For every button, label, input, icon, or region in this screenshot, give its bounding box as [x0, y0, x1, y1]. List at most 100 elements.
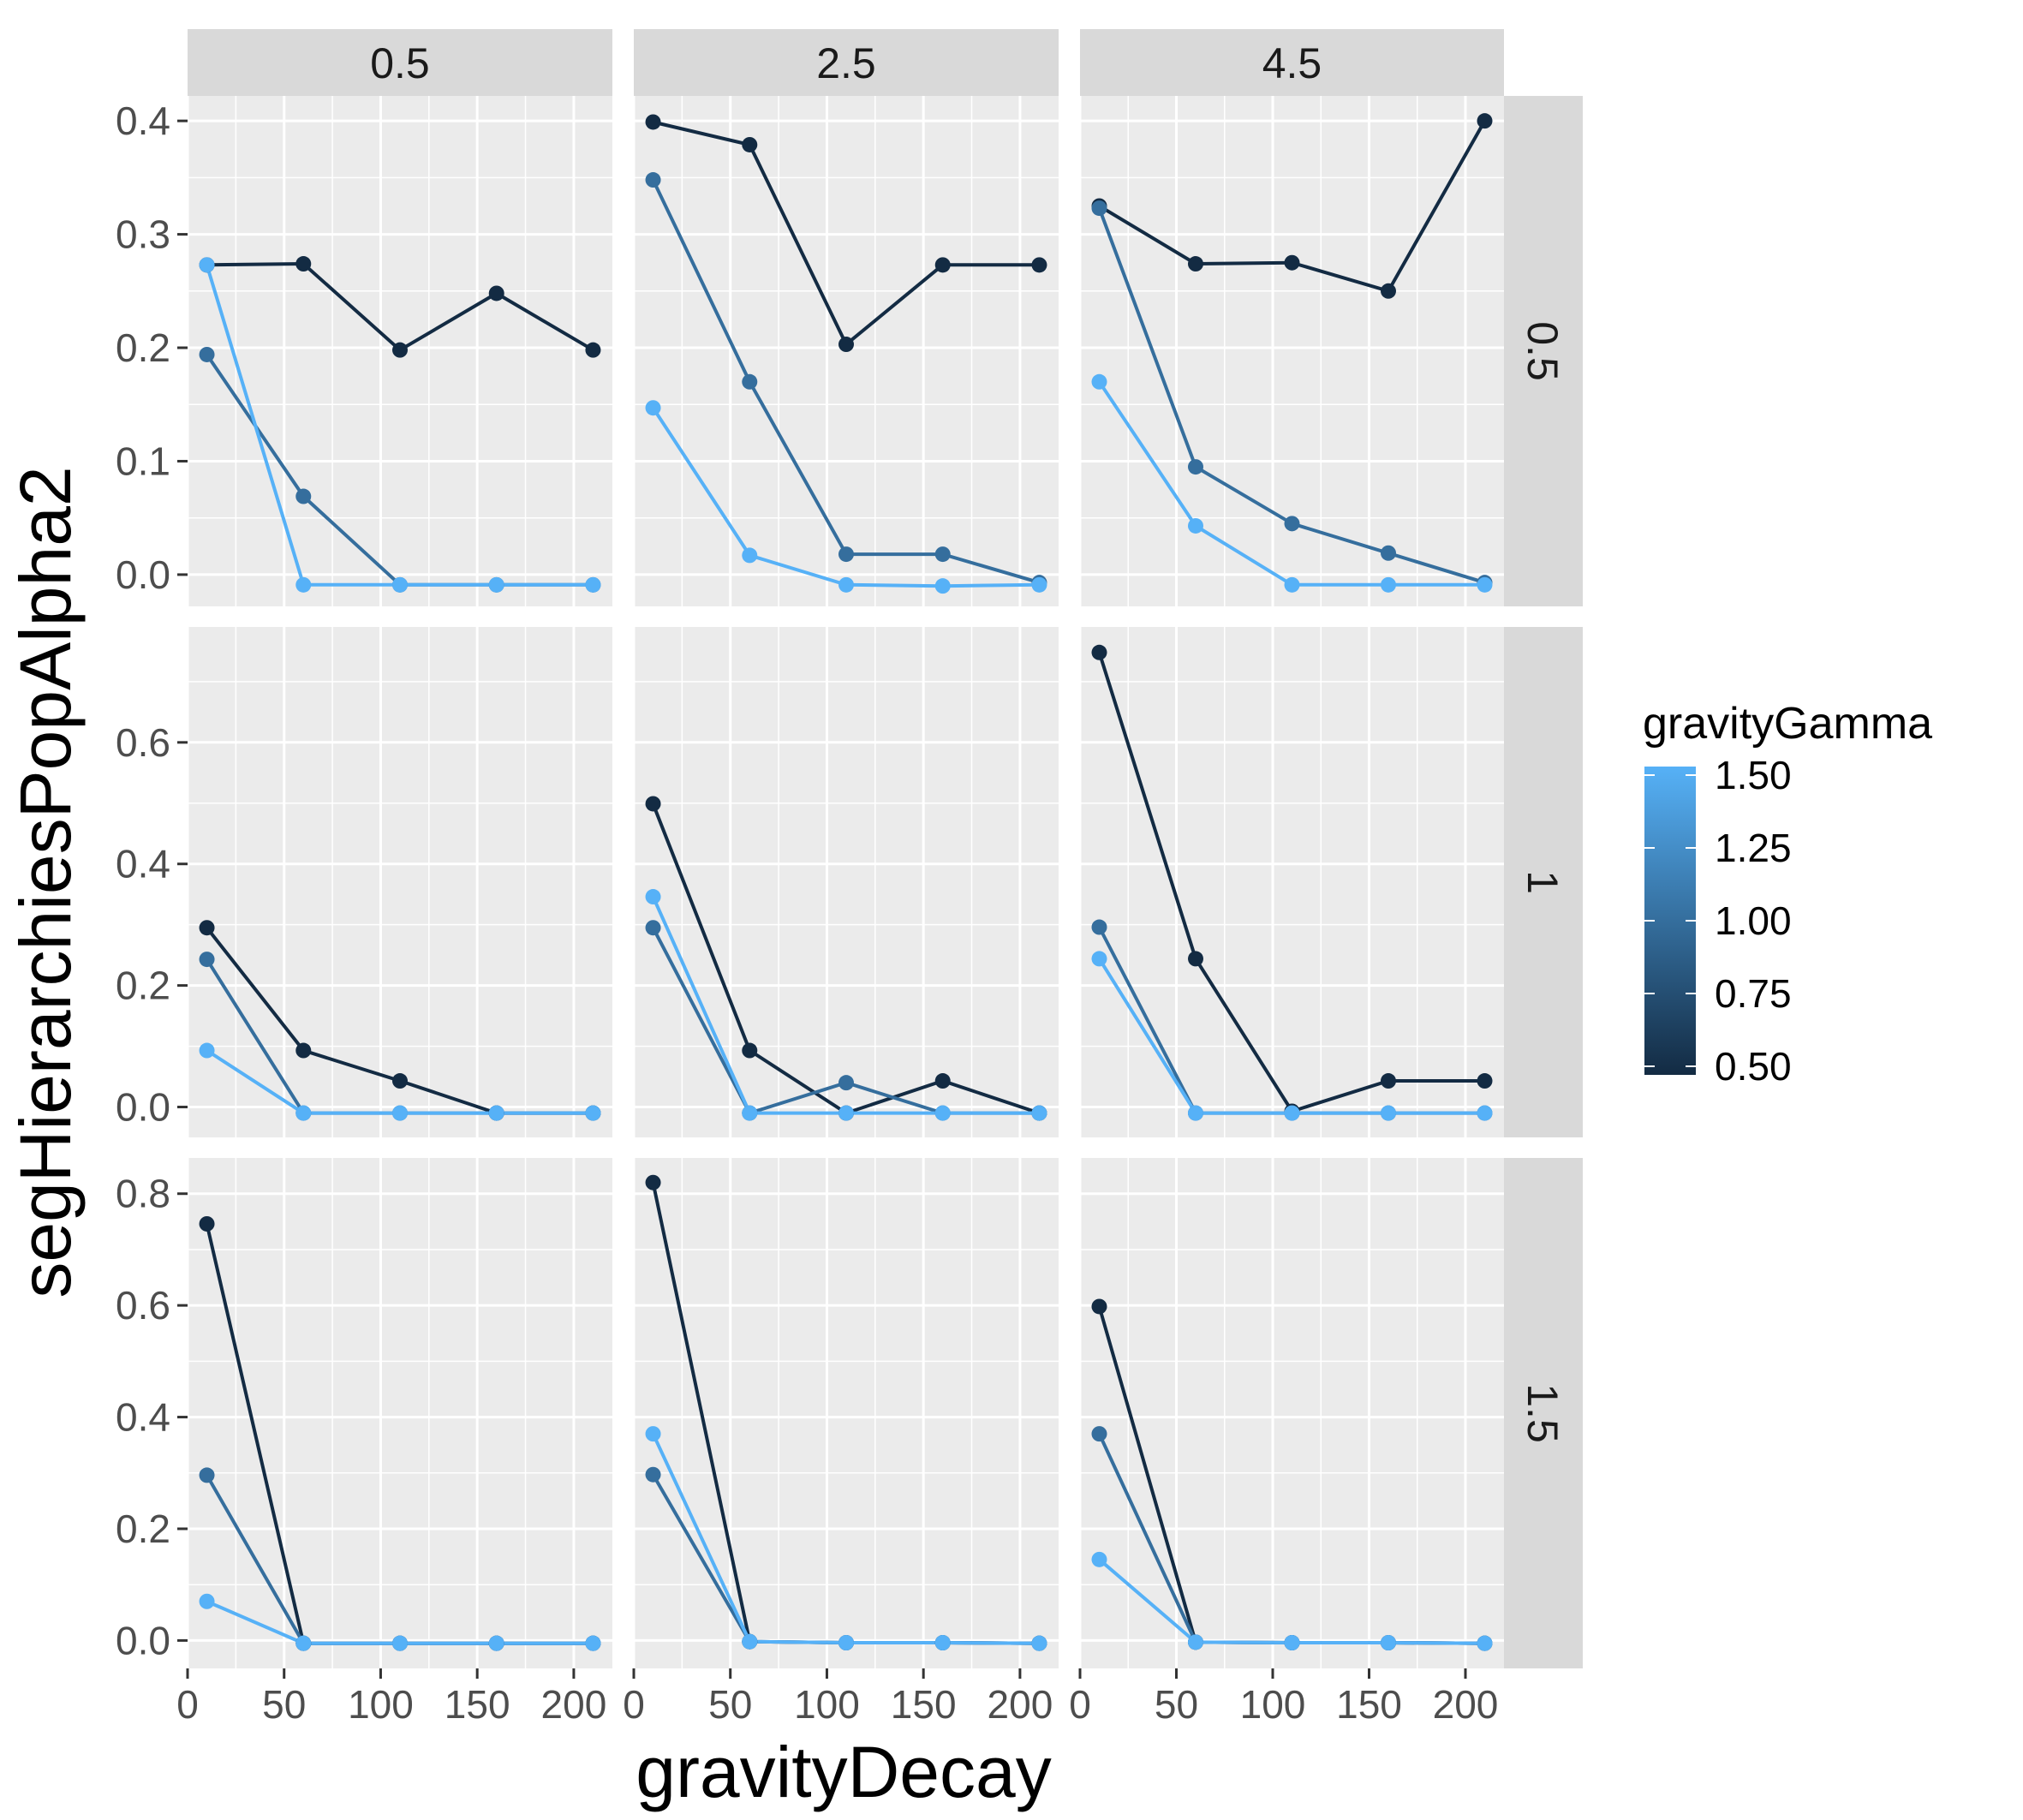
data-point — [1031, 1105, 1047, 1121]
data-point — [1091, 1298, 1107, 1315]
x-tick-label: 50 — [262, 1682, 306, 1727]
y-tick-label: 0.6 — [116, 1283, 170, 1328]
row-strip — [1504, 627, 1583, 1137]
data-point — [199, 1215, 215, 1232]
data-point — [295, 488, 312, 504]
data-point — [1031, 257, 1047, 273]
col-strip — [1080, 29, 1504, 96]
x-tick-label: 50 — [708, 1682, 752, 1727]
panel-background — [188, 1158, 612, 1668]
panel-background — [634, 627, 1059, 1137]
x-tick-label: 200 — [541, 1682, 607, 1727]
data-point — [1188, 951, 1203, 967]
data-point — [199, 920, 215, 936]
data-point — [645, 1426, 661, 1442]
axes-layer: 0.0 0.1 0.2 0.3 0.4 0.0 0.2 0.4 0.6 0 50 100 150 200 0… — [116, 98, 1498, 1727]
data-point — [585, 576, 601, 593]
legend-tick-label: 1.50 — [1715, 753, 1792, 797]
panel-r3-c2 — [632, 1158, 1059, 1668]
data-point — [742, 136, 758, 152]
data-point — [1188, 1105, 1203, 1121]
col-strip-label: 2.5 — [816, 39, 876, 87]
data-point — [199, 257, 215, 273]
data-point — [645, 172, 661, 188]
data-point — [1284, 516, 1300, 532]
data-point — [742, 373, 758, 390]
x-tick-label: 100 — [794, 1682, 860, 1727]
panel-background — [1080, 1158, 1504, 1668]
panel-r3-c3 — [1078, 1158, 1504, 1668]
data-point — [742, 1105, 758, 1121]
data-point — [1284, 1105, 1300, 1121]
data-point — [1381, 283, 1396, 299]
col-strip-label: 4.5 — [1262, 39, 1322, 87]
y-tick-label: 0.8 — [116, 1172, 170, 1216]
data-point — [1381, 1635, 1396, 1651]
y-tick-label: 0.0 — [116, 552, 170, 597]
data-point — [742, 547, 758, 564]
data-point — [934, 1073, 951, 1089]
x-tick-label: 200 — [1433, 1682, 1499, 1727]
legend-tick-label: 1.00 — [1715, 898, 1792, 943]
data-point — [1091, 951, 1107, 967]
data-point — [199, 1042, 215, 1059]
data-point — [742, 1633, 758, 1650]
data-point — [838, 337, 854, 353]
data-point — [934, 578, 951, 594]
data-point — [1284, 254, 1300, 271]
data-point — [1284, 576, 1300, 593]
data-point — [392, 1635, 408, 1651]
data-point — [488, 576, 504, 593]
data-point — [585, 1105, 601, 1121]
data-point — [1091, 1551, 1107, 1567]
x-tick-label: 100 — [348, 1682, 414, 1727]
data-point — [1091, 919, 1107, 935]
panel-r2-c1 — [186, 627, 612, 1137]
data-point — [645, 796, 661, 812]
data-point — [742, 1042, 758, 1059]
x-tick-label: 0 — [623, 1682, 645, 1727]
legend-tick-label: 0.50 — [1715, 1044, 1792, 1089]
data-point — [934, 1635, 951, 1651]
col-strip — [634, 29, 1059, 96]
row-strip-label: 1.5 — [1519, 1383, 1566, 1443]
y-tick-label: 0.2 — [116, 1507, 170, 1551]
y-tick-label: 0.4 — [116, 1395, 170, 1440]
data-point — [295, 1635, 312, 1651]
data-point — [585, 342, 601, 358]
panel-r1-c2 — [632, 96, 1059, 606]
data-point — [838, 546, 854, 563]
data-point — [1188, 256, 1203, 272]
data-point — [392, 342, 408, 358]
y-tick-label: 0.1 — [116, 439, 170, 483]
data-point — [1381, 1073, 1396, 1089]
data-point — [199, 1593, 215, 1609]
data-point — [199, 1467, 215, 1483]
row-strip-label: 1 — [1519, 870, 1566, 894]
panel-background — [634, 1158, 1059, 1668]
data-point — [1284, 1635, 1300, 1651]
data-point — [934, 257, 951, 273]
data-point — [1477, 113, 1493, 129]
legend-title: gravityGamma — [1643, 699, 1932, 749]
y-tick-label: 0.4 — [116, 98, 170, 143]
y-tick-label: 0.0 — [116, 1618, 170, 1662]
y-tick-label: 0.0 — [116, 1085, 170, 1130]
facet-strips: 0.5 2.5 4.5 0.5 1 1.5 — [188, 29, 1583, 1668]
data-point — [645, 920, 661, 936]
row-strip — [1504, 96, 1583, 606]
y-axis-title: segHierarchiesPopAlpha2 — [5, 466, 86, 1298]
panel-background — [188, 627, 612, 1137]
x-tick-label: 100 — [1240, 1682, 1306, 1727]
data-point — [838, 1075, 854, 1091]
x-tick-label: 50 — [1155, 1682, 1198, 1727]
x-tick-label: 0 — [176, 1682, 199, 1727]
panel-r2-c2 — [632, 627, 1059, 1137]
x-tick-label: 150 — [891, 1682, 957, 1727]
panel-r3-c1 — [186, 1158, 612, 1668]
data-point — [1188, 459, 1203, 475]
row-strip-label: 0.5 — [1519, 321, 1566, 381]
x-axis-title: gravityDecay — [636, 1732, 1052, 1812]
legend-tick-label: 0.75 — [1715, 971, 1792, 1016]
